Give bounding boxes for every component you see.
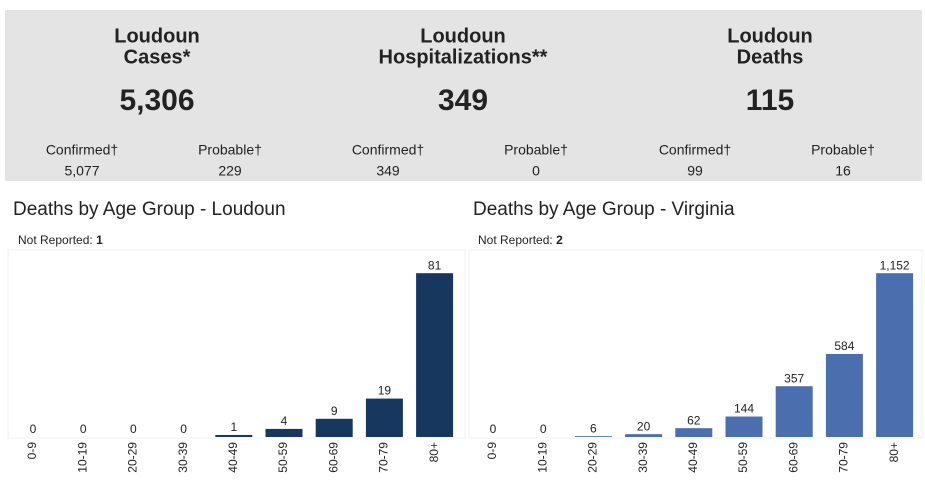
x-tick-label: 30-39 <box>176 442 190 473</box>
bar <box>315 418 353 437</box>
stat-title: Deaths <box>737 46 804 68</box>
stat-title: Cases* <box>124 46 191 68</box>
bar <box>574 436 612 437</box>
summary-panel <box>5 10 922 181</box>
x-tick-label: 30-39 <box>636 442 650 473</box>
x-tick-label: 20-29 <box>126 442 140 473</box>
value-label: 0 <box>130 422 137 436</box>
x-tick-label: 60-69 <box>326 442 340 473</box>
value-label: 584 <box>834 339 854 353</box>
value-label: 4 <box>281 414 288 428</box>
bar <box>265 428 303 437</box>
stat-label: Confirmed† <box>352 142 424 158</box>
chart-title: Deaths by Age Group - Virginia <box>473 199 735 220</box>
annotation-value: 1 <box>96 233 103 247</box>
x-tick-label: 10-19 <box>75 442 89 473</box>
stat-title: Loudoun <box>420 25 506 47</box>
x-tick-label: 40-49 <box>226 442 240 473</box>
annotation: Not Reported: 1 <box>18 233 103 247</box>
annotation-label: Not Reported: <box>478 233 553 247</box>
value-label: 20 <box>637 419 651 433</box>
value-label: 0 <box>540 422 547 436</box>
bar <box>416 273 454 437</box>
value-label: 144 <box>734 402 754 416</box>
x-tick-label: 50-59 <box>736 442 750 473</box>
stat-title: Hospitalizations** <box>379 46 548 68</box>
value-label: 9 <box>331 404 338 418</box>
x-tick-label: 0-9 <box>485 442 499 460</box>
x-tick-label: 20-29 <box>586 442 600 473</box>
x-tick-label: 0-9 <box>25 442 39 460</box>
x-tick-label: 50-59 <box>276 442 290 473</box>
chart-title: Deaths by Age Group - Loudoun <box>13 199 286 220</box>
x-tick-label: 10-19 <box>535 442 549 473</box>
bar <box>876 273 914 437</box>
value-label: 357 <box>784 371 804 385</box>
stat-title: Loudoun <box>114 25 200 47</box>
annotation: Not Reported: 2 <box>478 233 563 247</box>
bar <box>675 428 713 437</box>
value-label: 81 <box>428 258 442 272</box>
bar <box>775 386 813 437</box>
stat-number: 349 <box>376 163 400 179</box>
x-tick-label: 70-79 <box>837 442 851 473</box>
value-label: 6 <box>590 421 597 435</box>
bar <box>215 434 253 437</box>
stat-label: Confirmed† <box>46 142 118 158</box>
x-tick-label: 60-69 <box>786 442 800 473</box>
stat-label: Probable† <box>198 142 262 158</box>
x-tick-label: 80+ <box>427 442 441 462</box>
bar <box>625 434 663 437</box>
value-label: 0 <box>80 422 87 436</box>
stat-value: 5,306 <box>119 84 194 117</box>
x-tick-label: 70-79 <box>377 442 391 473</box>
stat-label: Probable† <box>811 142 875 158</box>
bar <box>725 416 763 437</box>
stat-label: Confirmed† <box>659 142 731 158</box>
stat-value: 115 <box>746 84 794 117</box>
x-tick-label: 80+ <box>887 442 901 462</box>
annotation-value: 2 <box>556 233 563 247</box>
annotation-label: Not Reported: <box>18 233 93 247</box>
stat-number: 99 <box>687 163 703 179</box>
value-label: 19 <box>378 384 392 398</box>
stat-number: 0 <box>532 163 540 179</box>
stat-number: 229 <box>218 163 242 179</box>
stat-value: 349 <box>438 84 488 117</box>
value-label: 62 <box>687 413 701 427</box>
bar <box>825 353 863 437</box>
value-label: 0 <box>490 422 497 436</box>
stat-label: Probable† <box>504 142 568 158</box>
value-label: 0 <box>180 422 187 436</box>
stat-title: Loudoun <box>727 25 813 47</box>
value-label: 1,152 <box>880 258 910 272</box>
stat-number: 5,077 <box>64 163 99 179</box>
x-tick-label: 40-49 <box>686 442 700 473</box>
stat-number: 16 <box>835 163 851 179</box>
value-label: 0 <box>30 422 37 436</box>
value-label: 1 <box>230 420 237 434</box>
bar <box>365 398 403 437</box>
